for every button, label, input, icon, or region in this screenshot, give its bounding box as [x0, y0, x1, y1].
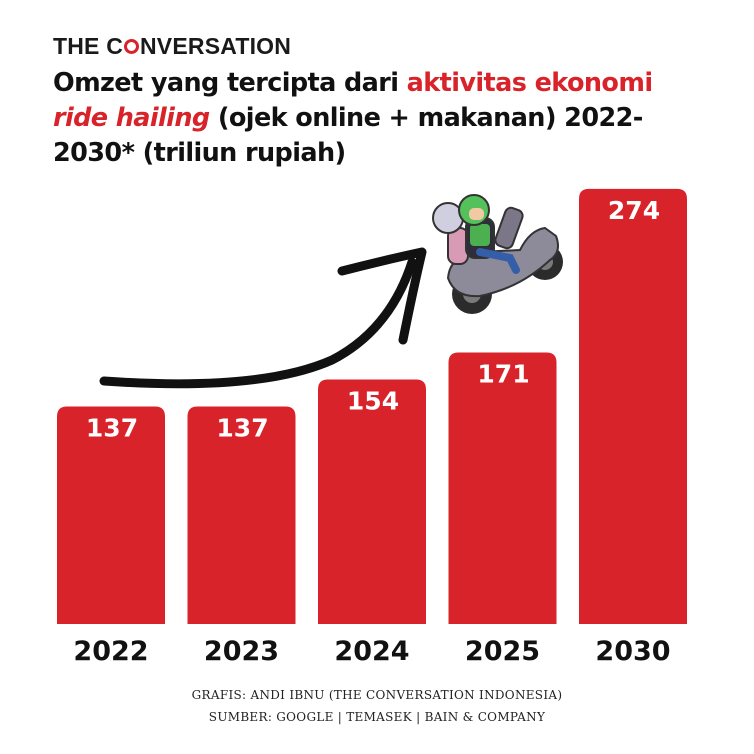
upward-arrow-icon	[99, 247, 427, 389]
brand-text-start: THE C	[53, 33, 123, 59]
motorbike-riders-icon	[432, 194, 563, 314]
x-tick-2025: 2025	[465, 636, 540, 667]
brand-logo: THE C NVERSATION	[53, 33, 291, 60]
bar-2023	[187, 406, 296, 624]
title-part1: Omzet yang tercipta dari	[53, 68, 407, 98]
bar-2030	[579, 188, 687, 624]
title-highlight: aktivitas ekonomi	[406, 68, 653, 98]
x-tick-2022: 2022	[73, 636, 148, 667]
x-tick-2023: 2023	[204, 636, 279, 667]
bar-2025	[448, 352, 557, 624]
bar-2022	[57, 406, 165, 624]
brand-text-end: NVERSATION	[140, 33, 292, 59]
value-label-2025: 171	[477, 359, 529, 388]
chart-title: Omzet yang tercipta dari aktivitas ekono…	[53, 66, 693, 171]
footer-source: SUMBER: GOOGLE | TEMASEK | BAIN & COMPAN…	[208, 710, 546, 724]
bars-group	[57, 188, 687, 624]
value-labels-group: 137 137 154 171 274	[86, 196, 660, 443]
x-tick-labels-group: 2022 2023 2024 2025 2030	[73, 636, 670, 667]
value-label-2030: 274	[608, 196, 660, 225]
x-tick-2030: 2030	[595, 636, 670, 667]
bar-2024	[318, 379, 426, 624]
value-label-2023: 137	[216, 413, 268, 442]
value-label-2024: 154	[347, 386, 399, 415]
value-label-2022: 137	[86, 413, 138, 442]
title-part2: (ojek online + makanan) 2022-2030* (tril…	[53, 103, 643, 168]
brand-o-icon	[124, 39, 139, 54]
footer-credit: GRAFIS: ANDI IBNU (THE CONVERSATION INDO…	[191, 688, 563, 702]
title-italic: ride hailing	[53, 103, 210, 133]
x-tick-2024: 2024	[334, 636, 409, 667]
